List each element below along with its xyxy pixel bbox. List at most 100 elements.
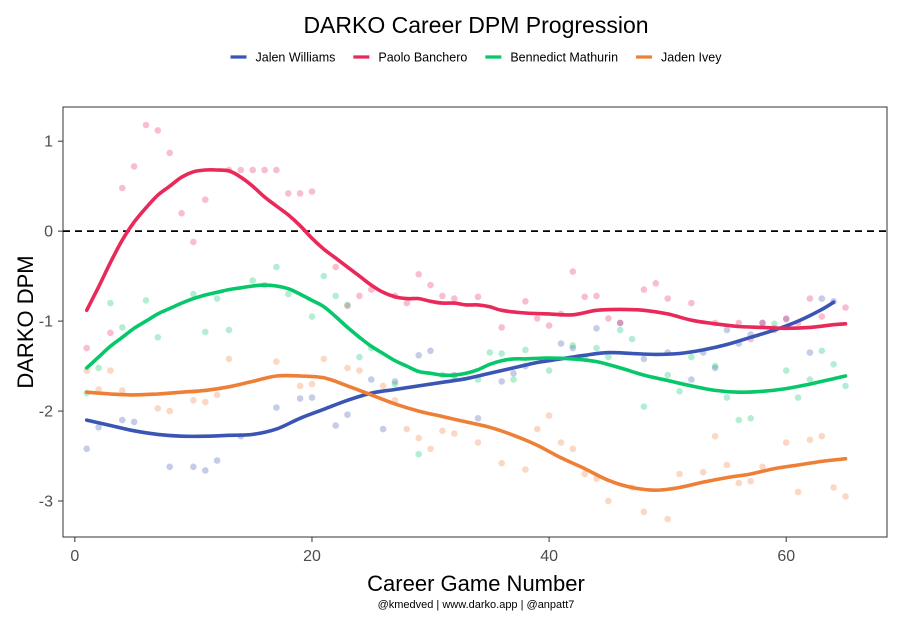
data-point-jalen-williams-13 bbox=[344, 411, 351, 419]
data-point-bennedict-mathurin-8 bbox=[213, 295, 221, 302]
x-tick-label-40: 40 bbox=[540, 548, 558, 565]
data-point-paolo-banchero-31 bbox=[533, 315, 541, 322]
data-point-jaden-ivey-45 bbox=[806, 436, 814, 444]
data-point-paolo-banchero-14 bbox=[273, 166, 280, 174]
data-point-jaden-ivey-44 bbox=[794, 488, 802, 496]
data-point-jaden-ivey-27 bbox=[545, 412, 553, 419]
x-axis-title: Career Game Number bbox=[367, 571, 585, 596]
data-point-jalen-williams-0 bbox=[83, 445, 90, 453]
data-point-jalen-williams-5 bbox=[190, 463, 197, 471]
points-jaden-ivey bbox=[83, 355, 849, 523]
data-point-jalen-williams-16 bbox=[391, 378, 399, 385]
data-point-paolo-banchero-15 bbox=[285, 190, 292, 197]
y-tick-label--2: -2 bbox=[39, 404, 53, 421]
data-point-paolo-banchero-9 bbox=[202, 196, 209, 203]
data-point-bennedict-mathurin-41 bbox=[723, 394, 731, 401]
data-point-jalen-williams-2 bbox=[119, 416, 126, 424]
data-point-paolo-banchero-25 bbox=[427, 281, 434, 289]
data-point-jaden-ivey-16 bbox=[379, 382, 387, 390]
data-point-paolo-banchero-20 bbox=[356, 292, 363, 300]
data-point-jalen-williams-21 bbox=[498, 378, 506, 385]
data-point-bennedict-mathurin-30 bbox=[569, 342, 577, 349]
data-point-paolo-banchero-16 bbox=[296, 190, 304, 197]
data-point-jaden-ivey-47 bbox=[830, 484, 837, 491]
data-point-bennedict-mathurin-47 bbox=[806, 376, 814, 383]
data-point-jaden-ivey-11 bbox=[296, 382, 304, 390]
data-point-jalen-williams-17 bbox=[415, 352, 423, 359]
data-point-bennedict-mathurin-42 bbox=[735, 416, 743, 424]
y-tick-label--3: -3 bbox=[39, 494, 53, 511]
data-point-jaden-ivey-30 bbox=[581, 470, 588, 478]
data-point-jaden-ivey-40 bbox=[735, 479, 743, 487]
data-point-jaden-ivey-14 bbox=[344, 364, 351, 372]
data-point-paolo-banchero-4 bbox=[142, 121, 150, 129]
data-point-jalen-williams-26 bbox=[593, 325, 600, 332]
data-point-jaden-ivey-21 bbox=[439, 427, 446, 435]
smooth-line-paolo-banchero bbox=[84, 168, 848, 331]
data-point-paolo-banchero-30 bbox=[522, 298, 529, 305]
data-point-jaden-ivey-32 bbox=[605, 497, 612, 505]
data-point-paolo-banchero-50 bbox=[806, 295, 814, 302]
data-point-bennedict-mathurin-6 bbox=[190, 290, 197, 298]
data-point-paolo-banchero-13 bbox=[261, 166, 268, 174]
data-point-paolo-banchero-39 bbox=[640, 286, 648, 293]
data-point-jaden-ivey-48 bbox=[842, 493, 849, 500]
data-point-bennedict-mathurin-39 bbox=[688, 353, 695, 361]
data-point-paolo-banchero-35 bbox=[581, 293, 588, 301]
data-point-bennedict-mathurin-13 bbox=[285, 290, 292, 298]
data-point-bennedict-mathurin-38 bbox=[676, 388, 683, 395]
data-point-bennedict-mathurin-40 bbox=[711, 362, 719, 370]
data-point-bennedict-mathurin-27 bbox=[510, 376, 517, 383]
data-point-jaden-ivey-20 bbox=[427, 445, 434, 453]
data-point-bennedict-mathurin-2 bbox=[107, 299, 114, 307]
data-point-paolo-banchero-11 bbox=[237, 166, 245, 174]
data-point-jaden-ivey-34 bbox=[640, 508, 648, 516]
data-point-bennedict-mathurin-14 bbox=[308, 313, 316, 320]
data-point-paolo-banchero-34 bbox=[569, 268, 577, 275]
data-point-paolo-banchero-29 bbox=[498, 324, 506, 331]
smooth-line-jaden-ivey bbox=[84, 373, 848, 492]
chart-caption: @kmedved | www.darko.app | @anpatt7 bbox=[378, 599, 575, 611]
data-point-jalen-williams-14 bbox=[368, 376, 375, 383]
data-point-paolo-banchero-42 bbox=[688, 299, 695, 307]
data-point-bennedict-mathurin-3 bbox=[119, 324, 126, 331]
data-point-jalen-williams-28 bbox=[640, 355, 648, 363]
data-point-jalen-williams-40 bbox=[818, 295, 826, 302]
data-point-jaden-ivey-9 bbox=[225, 355, 233, 363]
data-point-paolo-banchero-0 bbox=[83, 344, 90, 352]
data-point-paolo-banchero-28 bbox=[474, 293, 482, 301]
data-point-jaden-ivey-15 bbox=[356, 367, 363, 374]
data-point-jaden-ivey-38 bbox=[711, 432, 719, 440]
data-point-bennedict-mathurin-32 bbox=[593, 344, 600, 352]
data-point-bennedict-mathurin-43 bbox=[747, 415, 754, 422]
data-point-jalen-williams-33 bbox=[723, 326, 731, 334]
data-point-paolo-banchero-5 bbox=[154, 127, 162, 134]
data-point-jaden-ivey-35 bbox=[664, 515, 671, 523]
points-paolo-banchero bbox=[83, 121, 849, 352]
data-point-bennedict-mathurin-45 bbox=[782, 367, 790, 374]
plot-panel-border bbox=[62, 106, 888, 538]
data-point-paolo-banchero-27 bbox=[451, 295, 458, 302]
data-point-paolo-banchero-51 bbox=[818, 313, 826, 320]
data-point-bennedict-mathurin-12 bbox=[273, 263, 280, 271]
data-point-bennedict-mathurin-15 bbox=[320, 272, 328, 280]
data-point-paolo-banchero-41 bbox=[664, 295, 671, 302]
data-point-bennedict-mathurin-17 bbox=[344, 301, 351, 309]
data-point-paolo-banchero-44 bbox=[735, 319, 743, 327]
data-point-jalen-williams-32 bbox=[711, 364, 719, 372]
data-point-jaden-ivey-36 bbox=[676, 470, 683, 478]
data-point-bennedict-mathurin-34 bbox=[616, 326, 624, 334]
data-point-paolo-banchero-18 bbox=[332, 263, 340, 271]
data-point-bennedict-mathurin-44 bbox=[771, 320, 778, 328]
data-point-paolo-banchero-40 bbox=[652, 280, 660, 287]
data-point-jaden-ivey-8 bbox=[213, 391, 221, 399]
data-point-paolo-banchero-38 bbox=[616, 319, 624, 327]
data-point-paolo-banchero-17 bbox=[308, 188, 316, 195]
data-point-jaden-ivey-22 bbox=[451, 430, 458, 437]
data-point-paolo-banchero-24 bbox=[415, 271, 423, 278]
data-point-jaden-ivey-12 bbox=[308, 380, 316, 388]
data-point-bennedict-mathurin-10 bbox=[249, 277, 256, 284]
data-point-jalen-williams-18 bbox=[427, 347, 434, 355]
